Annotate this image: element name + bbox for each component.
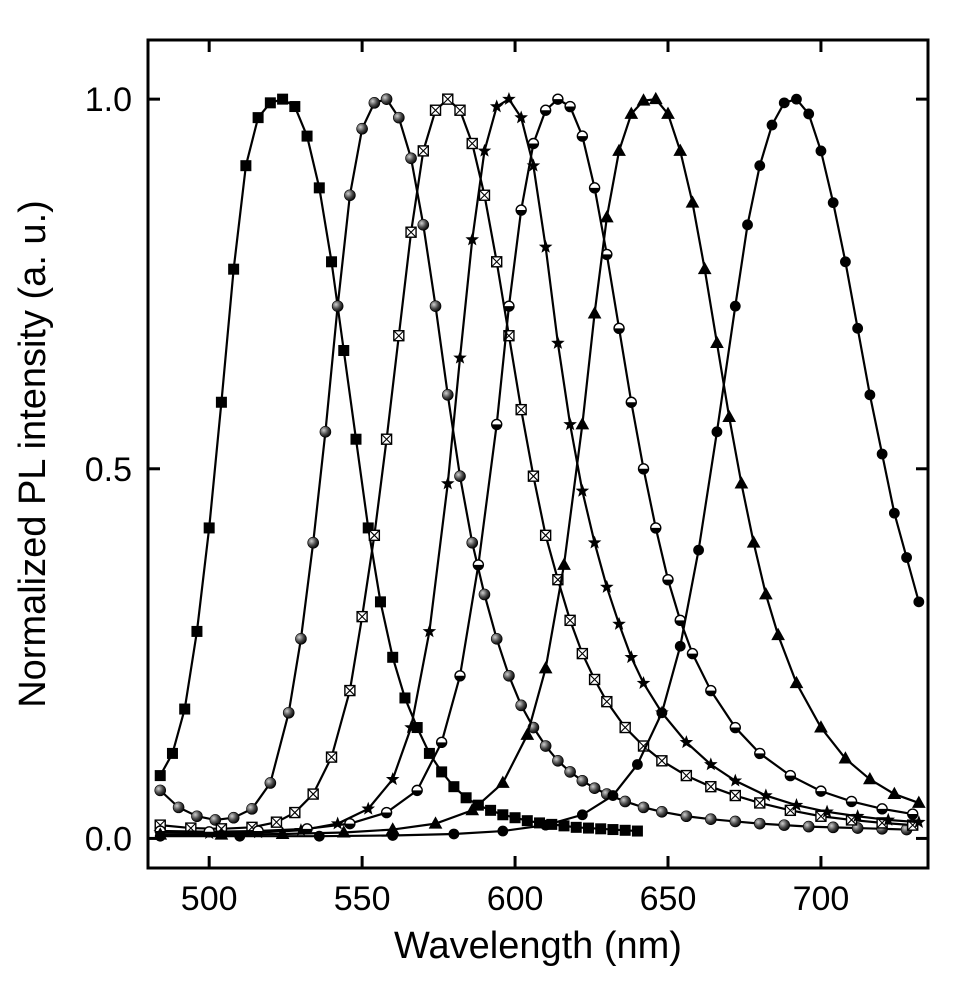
svg-text:500: 500 — [181, 880, 238, 918]
pl-spectra-chart: 500 550 600 650 700 0.0 0.5 1.0 Wavelength (nm) N… — [0, 0, 964, 1000]
x-axis-label: Wavelength (nm) — [394, 925, 682, 967]
svg-text:1.0: 1.0 — [85, 81, 132, 119]
curve-598 — [155, 93, 925, 838]
svg-text:600: 600 — [487, 880, 544, 918]
chart-svg: 500 550 600 650 700 0.0 0.5 1.0 Wavelength (nm) N… — [0, 0, 964, 1000]
svg-text:550: 550 — [334, 880, 391, 918]
curve-555 — [155, 94, 912, 835]
svg-text:0.5: 0.5 — [85, 451, 132, 489]
curve-520 — [155, 94, 642, 836]
svg-text:700: 700 — [793, 880, 850, 918]
svg-text:0.0: 0.0 — [85, 820, 132, 858]
y-axis-label: Normalized PL intensity (a. u.) — [12, 200, 54, 708]
svg-text:650: 650 — [640, 880, 697, 918]
